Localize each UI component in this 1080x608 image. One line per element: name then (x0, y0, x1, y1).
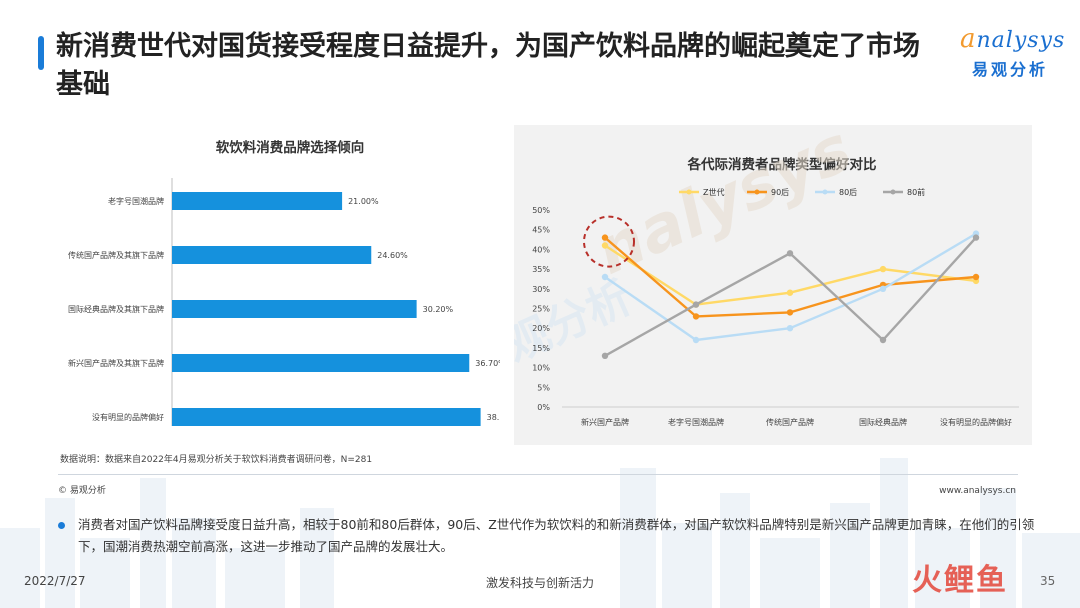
brand-watermark-logo: 火鲤鱼 (912, 563, 1008, 598)
bar-category-label: 没有明显的品牌偏好 (92, 412, 164, 422)
highlight-circle (583, 215, 635, 268)
footer-slogan: 激发科技与创新活力 (486, 576, 595, 590)
y-tick-label: 5% (537, 383, 550, 392)
line-chart-title: 各代际消费者品牌类型偏好对比 (687, 156, 877, 173)
x-tick-label: 老字号国潮品牌 (668, 417, 724, 427)
series-point (692, 301, 700, 308)
logo-letter: a (960, 24, 977, 54)
bar-value-label: 30.20% (423, 305, 454, 314)
brand-text: 火鲤鱼 (912, 563, 1008, 598)
bar (172, 192, 343, 210)
y-tick-label: 0% (537, 403, 550, 412)
bar-value-label: 24.60% (377, 251, 408, 260)
bar (172, 354, 470, 372)
bar-chart-title: 软饮料消费品牌选择倾向 (216, 139, 365, 156)
series-point (972, 234, 980, 241)
series-point (692, 336, 700, 344)
y-tick-label: 45% (532, 226, 550, 235)
legend-marker (890, 189, 896, 195)
skyline-background (0, 458, 1080, 608)
bar-value-label: 36.70% (475, 359, 500, 368)
bar-value-label: 21.00% (348, 197, 379, 206)
y-tick-label: 40% (532, 245, 550, 254)
analysys-logo: analysys 易观分析 (958, 24, 1068, 82)
x-tick-label: 新兴国产品牌 (581, 417, 629, 427)
x-tick-label: 传统国产品牌 (766, 417, 814, 427)
series-point (972, 273, 980, 281)
page-title: 新消费世代对国货接受程度日益提升，为国产饮料品牌的崛起奠定了市场基础 (56, 31, 920, 100)
legend-label: 80后 (839, 187, 857, 197)
legend-marker (754, 189, 760, 195)
series-point (786, 289, 794, 296)
x-tick-label: 国际经典品牌 (859, 417, 907, 427)
x-tick-label: 没有明显的品牌偏好 (940, 417, 1012, 427)
source-note: 数据说明：数据来自2022年4月易观分析关于软饮料消费者调研问卷，N=281 (60, 455, 373, 465)
bullet-dot (58, 522, 65, 529)
legend-marker (822, 189, 828, 195)
y-tick-label: 35% (532, 265, 550, 274)
series-point (786, 309, 794, 316)
generation-preference-line-chart: 各代际消费者品牌类型偏好对比 nalysys 易观分析 50%45%40%35%… (458, 112, 1019, 427)
y-tick-label: 25% (532, 305, 550, 314)
series-point (879, 336, 887, 344)
bar-category-label: 国际经典品牌及其旗下品牌 (68, 304, 164, 314)
bar-category-label: 传统国产品牌及其旗下品牌 (68, 250, 164, 260)
legend-label: 90后 (771, 187, 789, 197)
series-point (879, 285, 887, 292)
bar (172, 300, 417, 318)
legend-label: Z世代 (703, 187, 724, 197)
series-point (786, 250, 794, 257)
logo-wordmark: nalysys (976, 28, 1066, 53)
page-number: 35 (1040, 574, 1056, 588)
bar-category-label: 新兴国产品牌及其旗下品牌 (68, 358, 164, 368)
series-point (601, 352, 609, 359)
copyright: © 易观分析 (58, 486, 106, 496)
y-tick-label: 50% (532, 206, 550, 215)
series-point (601, 234, 609, 241)
series-point (601, 273, 609, 281)
line-chart-panel: 各代际消费者品牌类型偏好对比 nalysys 易观分析 50% 45% 40% 35%… (458, 112, 1032, 445)
series-point (601, 242, 609, 249)
title-accent-bar (38, 36, 44, 70)
bar (172, 246, 372, 264)
series-point (786, 325, 794, 332)
y-tick-label: 15% (532, 344, 550, 353)
bar-value-label: 38.10% (487, 413, 500, 422)
y-tick-label: 10% (532, 364, 550, 373)
summary-text: 消费者对国产饮料品牌接受度日益升高，相较于80前和80后群体，90后、Z世代作为… (78, 517, 1035, 554)
series-point (879, 265, 887, 273)
bar-category-label: 老字号国潮品牌 (108, 196, 164, 206)
watermark-en: nalysys (585, 125, 862, 290)
footer-date: 2022/7/27 (24, 574, 86, 588)
legend-marker (686, 189, 692, 195)
legend-label: 80前 (907, 187, 925, 197)
series-point (692, 313, 700, 320)
y-tick-label: 30% (532, 285, 550, 294)
logo-cn-text: 易观分析 (972, 60, 1049, 79)
website-url: www.analysys.cn (939, 486, 1016, 496)
bar (172, 408, 481, 426)
y-tick-label: 20% (532, 324, 550, 333)
divider (58, 474, 1018, 475)
brand-preference-bar-chart: 软饮料消费品牌选择倾向 老字号国潮品牌 21.00% 传统国产品牌及其旗下品牌 24.… (68, 139, 500, 426)
